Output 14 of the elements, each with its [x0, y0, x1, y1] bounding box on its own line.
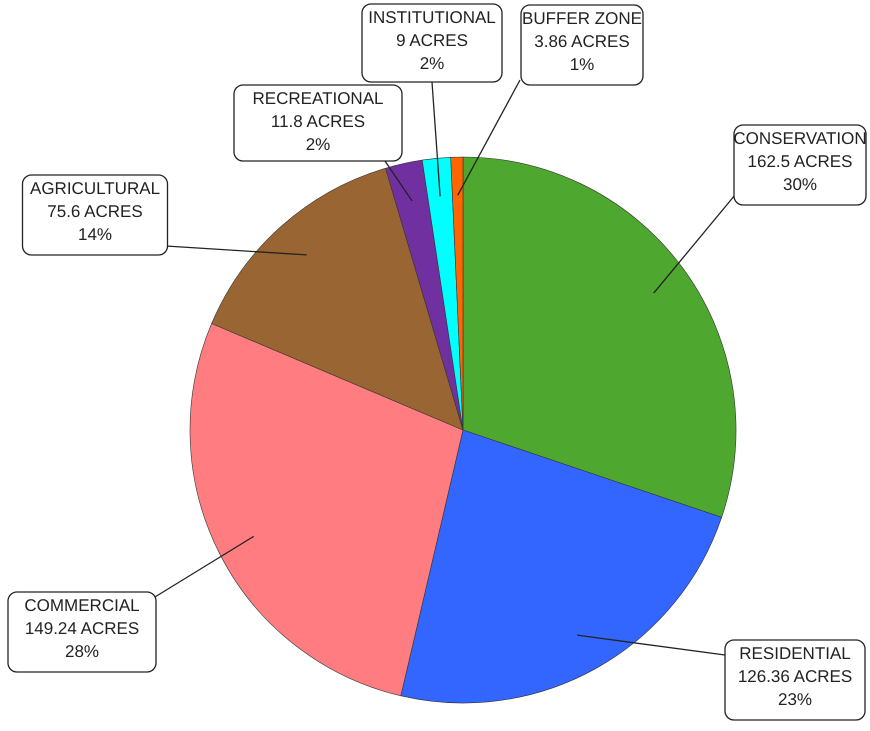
slice-label: INSTITUTIONAL [368, 8, 496, 27]
slice-label: RECREATIONAL [252, 89, 384, 108]
data-label: 149.24 ACRES 28% [24, 619, 140, 661]
data-label: 75.6 ACRES 14% [47, 202, 143, 244]
data-label: 9 ACRES 2% [396, 31, 468, 73]
slice-label: CONSERVATION [733, 129, 867, 148]
data-label: 11.8 ACRES 2% [270, 112, 366, 154]
slice-label: AGRICULTURAL [30, 179, 160, 198]
data-label: 126.36 ACRES 23% [738, 667, 852, 709]
data-label: 162.5 ACRES 30% [748, 152, 852, 194]
slice-label: RESIDENTIAL [739, 644, 851, 663]
slice-label: COMMERCIAL [24, 596, 140, 615]
data-label: 3.86 ACRES 1% [534, 32, 630, 74]
slice-label: BUFFER ZONE [522, 9, 642, 28]
